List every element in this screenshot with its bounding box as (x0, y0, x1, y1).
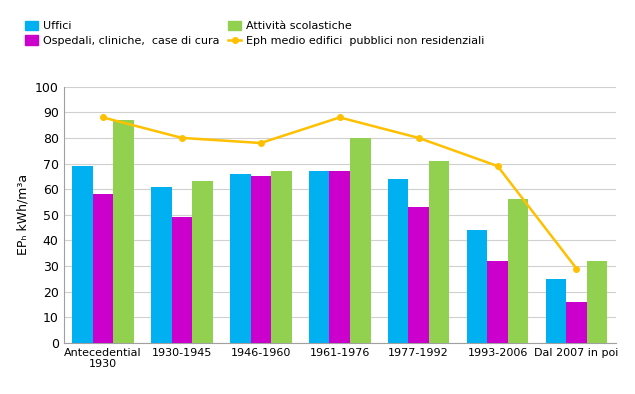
Bar (151, 186, 171, 343)
Bar (171, 217, 192, 343)
Y-axis label: EPₕ kWh/m³a: EPₕ kWh/m³a (17, 174, 29, 255)
Bar (309, 171, 330, 343)
Bar (271, 171, 291, 343)
Bar (113, 120, 134, 343)
Bar (545, 279, 566, 343)
Bar (429, 161, 450, 343)
Bar (230, 174, 251, 343)
Bar (467, 230, 487, 343)
Bar (566, 302, 587, 343)
Bar (192, 181, 213, 343)
Legend: Uffici, Ospedali, cliniche,  case di cura, Attività scolastiche, Eph medio edifi: Uffici, Ospedali, cliniche, case di cura… (25, 20, 484, 46)
Bar (330, 171, 350, 343)
Bar (508, 199, 528, 343)
Bar (251, 177, 271, 343)
Bar (350, 138, 370, 343)
Bar (388, 179, 408, 343)
Bar (408, 207, 429, 343)
Bar (587, 261, 607, 343)
Bar (487, 261, 508, 343)
Bar (72, 166, 93, 343)
Bar (93, 194, 113, 343)
